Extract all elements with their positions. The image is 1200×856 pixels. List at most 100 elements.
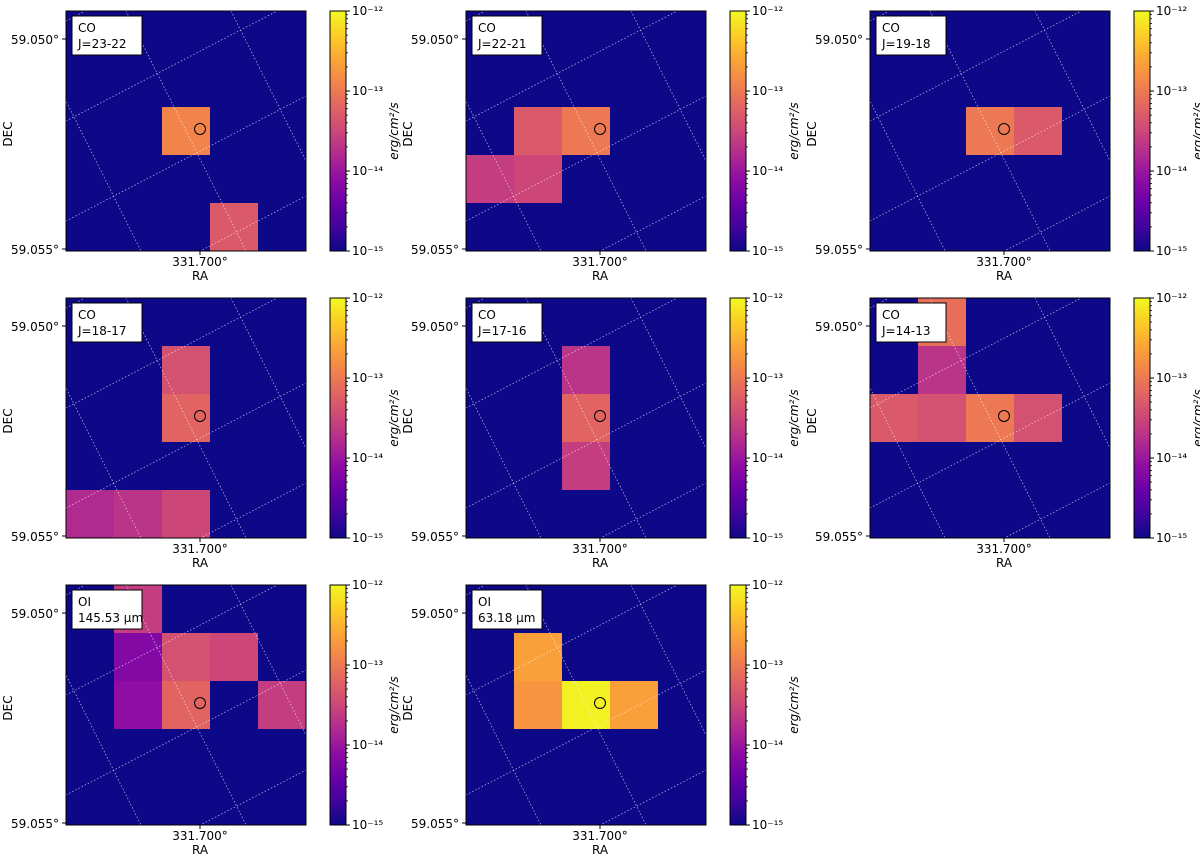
y-tick-label: 59.055°	[411, 243, 459, 257]
x-tick-label: 331.700°	[172, 829, 228, 843]
panel-frame	[65, 297, 307, 539]
panel-8: 331.700° 59.050° 59.055° RA DEC OI 63.18 μm 10⁻…	[401, 578, 801, 856]
x-tick-label: 331.700°	[976, 542, 1032, 556]
title-line1: OI	[478, 595, 491, 609]
y-axis-label: DEC	[805, 121, 819, 146]
colorbar-tick-label: 10⁻¹³	[752, 371, 783, 385]
colorbar-tick-label: 10⁻¹³	[1156, 84, 1187, 98]
grid-line-ra	[466, 100, 542, 251]
grid-line-ra	[66, 387, 142, 538]
flux-cell	[918, 394, 966, 442]
flux-cell	[1014, 107, 1062, 155]
source-marker	[594, 697, 606, 709]
x-tick-label: 331.700°	[572, 255, 628, 269]
flux-cell	[1014, 394, 1062, 442]
grid-line-ra	[66, 674, 142, 825]
colorbar-tick-label: 10⁻¹⁵	[1156, 244, 1187, 258]
colorbar	[730, 585, 746, 825]
flux-cell	[66, 490, 114, 538]
colorbar-tick-label: 10⁻¹³	[1156, 371, 1187, 385]
colorbar-tick-label: 10⁻¹⁴	[352, 451, 383, 465]
colorbar-label: erg/cm²/s	[1191, 102, 1200, 159]
colorbar-frame	[729, 10, 747, 252]
colorbar-tick-label: 10⁻¹²	[1156, 291, 1187, 305]
colorbar	[730, 11, 746, 251]
colorbar	[1134, 11, 1150, 251]
colorbar	[330, 11, 346, 251]
colorbar-tick-label: 10⁻¹²	[752, 578, 783, 592]
title-line2: J=14-13	[881, 324, 930, 338]
grid-line-ra	[466, 387, 542, 538]
colorbar-tick-label: 10⁻¹³	[352, 84, 383, 98]
y-tick-label: 59.050°	[411, 33, 459, 47]
colorbar-label: erg/cm²/s	[387, 676, 401, 733]
colorbar-label: erg/cm²/s	[1191, 389, 1200, 446]
y-axis-label: DEC	[401, 408, 415, 433]
colorbar-frame	[329, 10, 347, 252]
x-tick-label: 331.700°	[572, 542, 628, 556]
y-axis-label: DEC	[1, 695, 15, 720]
title-line1: CO	[78, 21, 96, 35]
grid-line-ra	[125, 298, 247, 538]
grid-line-ra	[630, 298, 706, 449]
colorbar-frame	[1133, 297, 1151, 539]
y-tick-label: 59.055°	[411, 817, 459, 831]
coordinate-grid	[870, 11, 1110, 251]
colorbar-tick-label: 10⁻¹⁵	[352, 531, 383, 545]
flux-cell	[114, 681, 162, 729]
y-axis-label: DEC	[1, 408, 15, 433]
colorbar	[1134, 298, 1150, 538]
flux-cell	[562, 442, 610, 490]
colorbar-tick-label: 10⁻¹⁴	[1156, 451, 1187, 465]
flux-cell	[162, 633, 210, 681]
coordinate-grid	[66, 298, 306, 538]
flux-cell	[514, 633, 562, 681]
colorbar-frame	[329, 297, 347, 539]
grid-line-ra	[525, 585, 647, 825]
panel-3: 331.700° 59.050° 59.055° RA DEC CO J=19-18 10⁻¹…	[805, 4, 1200, 283]
x-axis-label: RA	[996, 556, 1013, 570]
colorbar-tick-label: 10⁻¹³	[352, 658, 383, 672]
x-axis-label: RA	[192, 556, 209, 570]
colorbar-tick-label: 10⁻¹²	[352, 578, 383, 592]
colorbar-tick-label: 10⁻¹²	[752, 4, 783, 18]
grid-line-ra	[125, 11, 247, 251]
x-axis-label: RA	[192, 269, 209, 283]
colorbar-tick-label: 10⁻¹²	[1156, 4, 1187, 18]
y-tick-label: 59.050°	[11, 320, 59, 334]
title-line2: J=23-22	[77, 37, 126, 51]
y-axis-label: DEC	[401, 121, 415, 146]
flux-cell	[610, 681, 658, 729]
x-axis-label: RA	[592, 556, 609, 570]
colorbar-tick-label: 10⁻¹⁴	[752, 738, 783, 752]
coordinate-grid	[466, 585, 706, 825]
colorbar-tick-label: 10⁻¹⁵	[1156, 531, 1187, 545]
grid-line-ra	[870, 387, 946, 538]
flux-cell	[466, 155, 514, 203]
flux-cell	[514, 681, 562, 729]
x-tick-label: 331.700°	[172, 542, 228, 556]
colorbar-label: erg/cm²/s	[787, 102, 801, 159]
flux-cell	[210, 633, 258, 681]
colorbar-label: erg/cm²/s	[787, 389, 801, 446]
source-marker	[998, 123, 1010, 135]
title-line1: OI	[78, 595, 91, 609]
title-line1: CO	[78, 308, 96, 322]
title-line1: CO	[882, 308, 900, 322]
x-axis-label: RA	[996, 269, 1013, 283]
y-tick-label: 59.050°	[815, 320, 863, 334]
panel-6: 331.700° 59.050° 59.055° RA DEC CO J=14-13 10⁻¹…	[805, 291, 1200, 570]
y-axis-label: DEC	[401, 695, 415, 720]
y-tick-label: 59.050°	[411, 607, 459, 621]
source-marker	[194, 697, 206, 709]
colorbar-tick-label: 10⁻¹⁴	[752, 164, 783, 178]
y-tick-label: 59.050°	[815, 33, 863, 47]
colorbar-tick-label: 10⁻¹⁵	[752, 531, 783, 545]
colorbar-label: erg/cm²/s	[387, 389, 401, 446]
colorbar	[730, 298, 746, 538]
grid-line-ra	[525, 298, 647, 538]
grid-line-ra	[230, 298, 306, 449]
grid-line-ra	[929, 298, 1051, 538]
x-tick-label: 331.700°	[572, 829, 628, 843]
